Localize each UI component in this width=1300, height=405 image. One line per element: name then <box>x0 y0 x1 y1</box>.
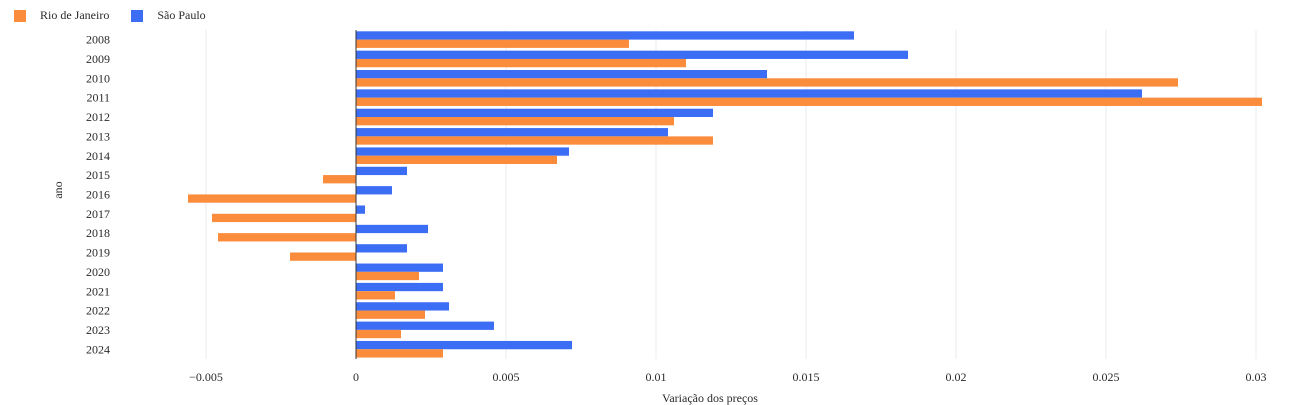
bar-rio-de-janeiro[interactable] <box>356 117 674 126</box>
y-tick-labels: 2008 2009 2010 2011 2012 2013 2014 2015 2016 2017… <box>86 33 110 357</box>
bar-rio-de-janeiro[interactable] <box>323 175 356 184</box>
bar-rio-de-janeiro[interactable] <box>218 233 356 242</box>
bar-sao-paulo[interactable] <box>356 244 407 253</box>
y-tick-label: 2021 <box>86 284 110 298</box>
bar-sao-paulo[interactable] <box>356 340 572 350</box>
y-tick-label: 2013 <box>86 129 110 143</box>
x-tick-labels: −0.005 0 0.005 0.01 0.015 0.02 0.025 0.03 <box>189 370 1266 384</box>
x-tick-label: 0.005 <box>493 370 520 384</box>
bar-sao-paulo[interactable] <box>356 321 494 330</box>
bar-rio-de-janeiro[interactable] <box>356 329 401 339</box>
bar-rio-de-janeiro[interactable] <box>356 39 629 48</box>
bar-sao-paulo[interactable] <box>356 50 908 59</box>
y-tick-label: 2011 <box>86 91 110 105</box>
y-tick-label: 2015 <box>86 168 110 182</box>
bar-rio-de-janeiro[interactable] <box>356 155 557 165</box>
x-tick-label: 0 <box>353 370 359 384</box>
bar-rio-de-janeiro[interactable] <box>356 271 419 281</box>
x-tick-label: 0.015 <box>793 370 820 384</box>
bars <box>188 31 1262 358</box>
bar-sao-paulo[interactable] <box>356 108 713 118</box>
x-tick-label: 0.025 <box>1093 370 1120 384</box>
y-tick-label: 2019 <box>86 246 110 260</box>
bar-sao-paulo[interactable] <box>356 282 443 292</box>
y-tick-label: 2024 <box>86 342 110 356</box>
bar-rio-de-janeiro[interactable] <box>356 78 1178 87</box>
bar-sao-paulo[interactable] <box>356 70 767 79</box>
bar-rio-de-janeiro[interactable] <box>188 194 356 203</box>
bar-rio-de-janeiro[interactable] <box>356 310 425 319</box>
bar-rio-de-janeiro[interactable] <box>356 136 713 145</box>
x-tick-label: 0.03 <box>1246 370 1267 384</box>
bar-rio-de-janeiro[interactable] <box>290 252 356 261</box>
bar-rio-de-janeiro[interactable] <box>356 291 395 300</box>
y-tick-label: 2023 <box>86 323 110 337</box>
bar-sao-paulo[interactable] <box>356 147 569 156</box>
y-tick-label: 2010 <box>86 71 110 85</box>
bar-rio-de-janeiro[interactable] <box>212 213 356 223</box>
bar-sao-paulo[interactable] <box>356 128 668 137</box>
bar-sao-paulo[interactable] <box>356 166 407 176</box>
y-tick-label: 2014 <box>86 149 110 163</box>
y-tick-label: 2016 <box>86 188 110 202</box>
bar-rio-de-janeiro[interactable] <box>356 97 1262 106</box>
bar-sao-paulo[interactable] <box>356 263 443 272</box>
y-tick-label: 2009 <box>86 52 110 66</box>
bar-sao-paulo[interactable] <box>356 89 1142 98</box>
y-tick-label: 2018 <box>86 226 110 240</box>
bar-rio-de-janeiro[interactable] <box>356 58 686 68</box>
bar-sao-paulo[interactable] <box>356 302 449 311</box>
bar-sao-paulo[interactable] <box>356 186 392 195</box>
x-tick-label: 0.02 <box>946 370 967 384</box>
legend-label-sao-paulo: São Paulo <box>157 8 206 22</box>
legend: Rio de Janeiro São Paulo <box>14 8 206 23</box>
legend-swatch-sao-paulo <box>131 9 144 22</box>
y-tick-label: 2012 <box>86 110 110 124</box>
x-tick-label: −0.005 <box>189 370 223 384</box>
legend-label-rio: Rio de Janeiro <box>40 8 110 22</box>
legend-item-rio[interactable]: Rio de Janeiro <box>14 8 109 23</box>
y-tick-label: 2022 <box>86 304 110 318</box>
x-tick-label: 0.01 <box>646 370 667 384</box>
y-tick-label: 2017 <box>86 207 110 221</box>
bar-sao-paulo[interactable] <box>356 224 428 234</box>
legend-swatch-rio <box>14 9 26 22</box>
y-axis-label: ano <box>51 181 65 198</box>
bar-sao-paulo[interactable] <box>356 31 854 40</box>
legend-item-sao-paulo[interactable]: São Paulo <box>131 8 206 23</box>
y-tick-label: 2020 <box>86 265 110 279</box>
y-tick-label: 2008 <box>86 33 110 47</box>
bar-sao-paulo[interactable] <box>356 205 365 214</box>
x-axis-label: Variação dos preços <box>662 391 758 405</box>
bar-rio-de-janeiro[interactable] <box>356 349 443 358</box>
